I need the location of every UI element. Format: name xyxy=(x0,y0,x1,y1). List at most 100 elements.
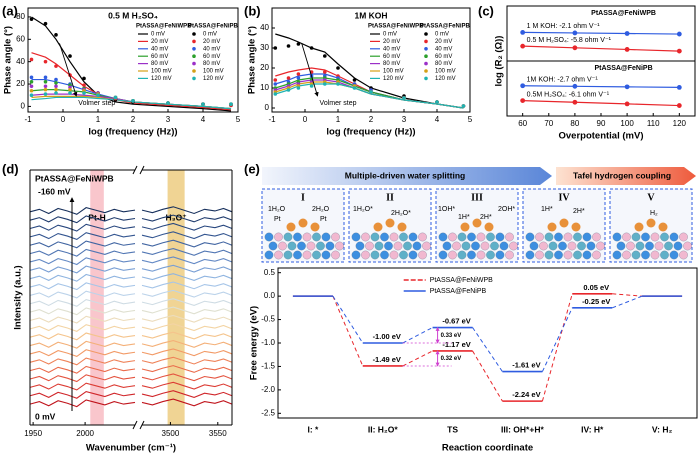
x-tick-label: 0 xyxy=(303,115,308,124)
legend-label: 40 mV xyxy=(151,46,168,52)
y-tick-label: 40 xyxy=(260,23,269,32)
atom xyxy=(476,250,486,260)
y-axis-label: Intensity (a.u.) xyxy=(13,265,24,329)
chart-title: PtASSA@FeNiWPB xyxy=(35,173,114,183)
pt-atom xyxy=(571,222,581,232)
spectrum-line xyxy=(29,207,136,215)
connector xyxy=(472,327,503,372)
data-label: 0.05 eV xyxy=(583,283,609,292)
x-tick-label: 3550 xyxy=(209,429,227,438)
data-point xyxy=(43,59,48,64)
connector xyxy=(541,307,573,372)
band xyxy=(90,170,104,425)
banner-label: Tafel hydrogen coupling xyxy=(573,170,671,180)
atom xyxy=(361,250,370,260)
plot-frame xyxy=(277,267,698,419)
data-point xyxy=(520,98,526,103)
trace xyxy=(29,273,233,282)
trace xyxy=(29,314,233,324)
atom xyxy=(268,241,278,251)
data-point xyxy=(402,96,406,100)
trace xyxy=(29,256,233,266)
pt-atom xyxy=(658,222,668,232)
spectrum-line xyxy=(29,357,136,366)
atom xyxy=(365,241,374,251)
data-point xyxy=(624,31,630,36)
legend-swatch xyxy=(192,61,196,66)
step-label: 1H₂O* xyxy=(353,206,373,213)
legend-swatch xyxy=(424,32,428,36)
y-tick-label: 0 xyxy=(265,103,270,112)
data-label: -1.00 eV xyxy=(373,332,401,341)
spectrum-line xyxy=(29,273,136,282)
spectrum-line xyxy=(141,339,233,348)
y-tick-label: 0.5 xyxy=(264,268,276,277)
atom xyxy=(641,232,650,242)
annotation-arrow xyxy=(301,43,319,97)
legend-label: 60 mV xyxy=(435,54,452,60)
data-point xyxy=(676,48,682,54)
spectrum-line xyxy=(141,365,233,373)
data-point xyxy=(309,46,314,50)
data-point xyxy=(572,83,578,89)
x-tick-label: 3500 xyxy=(162,429,180,438)
atom xyxy=(544,250,554,260)
data-point xyxy=(43,80,48,84)
atom xyxy=(645,241,654,251)
banner-arrow xyxy=(262,167,552,185)
legend-label: PtASSA@FeNiPB xyxy=(430,288,487,295)
atom xyxy=(548,241,558,251)
atom xyxy=(592,250,601,260)
spectrum-line xyxy=(141,356,233,365)
x-tick-label: 2 xyxy=(369,115,374,124)
data-point xyxy=(352,86,357,90)
spectrum-line xyxy=(141,398,233,407)
data-point xyxy=(676,85,682,90)
spectrum-line xyxy=(29,282,136,291)
data-point xyxy=(54,84,58,89)
band-label: H₃O⁺ xyxy=(166,212,187,222)
atom xyxy=(457,232,467,242)
spectrum-line xyxy=(141,222,233,231)
atom xyxy=(321,232,331,242)
atom xyxy=(408,232,418,242)
trace xyxy=(29,390,233,399)
panel-label: (b) xyxy=(244,3,261,18)
data-point xyxy=(29,75,34,80)
x-tick-label: 60 xyxy=(518,119,527,128)
step-label: 1H* xyxy=(541,206,553,213)
atom xyxy=(525,232,535,242)
data-line xyxy=(31,96,232,110)
data-point xyxy=(96,93,100,98)
atom xyxy=(535,250,544,260)
data-point xyxy=(29,93,34,98)
atom xyxy=(567,241,577,251)
barrier-label: 0.33 eV xyxy=(441,333,462,339)
annotation: Volmer step xyxy=(320,100,357,107)
atom xyxy=(467,232,476,242)
trace xyxy=(29,222,233,232)
data-label: -0.25 eV xyxy=(582,297,610,306)
data-point xyxy=(296,72,301,76)
legend-label: 40 mV xyxy=(203,46,220,52)
atom xyxy=(669,250,679,260)
atom xyxy=(302,232,312,242)
atom xyxy=(486,232,495,242)
atom xyxy=(412,241,422,251)
atom xyxy=(525,250,535,260)
bottom-label: 0 mV xyxy=(35,411,56,421)
atom xyxy=(438,232,448,242)
step-numeral: V xyxy=(647,192,655,203)
x-axis-label: Overpotential (mV) xyxy=(559,131,644,142)
y-tick-label: 0.0 xyxy=(264,291,276,300)
x-tick-label: IV: H* xyxy=(581,424,604,434)
legend-label: 120 mV xyxy=(203,76,224,82)
legend-label: 20 mV xyxy=(383,39,400,45)
y-tick-label: 40 xyxy=(16,57,25,66)
data-point xyxy=(273,78,278,82)
atom xyxy=(422,241,431,251)
atom xyxy=(612,250,622,260)
step-label: Pt xyxy=(320,216,327,223)
atom xyxy=(558,241,567,251)
data-point xyxy=(43,75,48,80)
